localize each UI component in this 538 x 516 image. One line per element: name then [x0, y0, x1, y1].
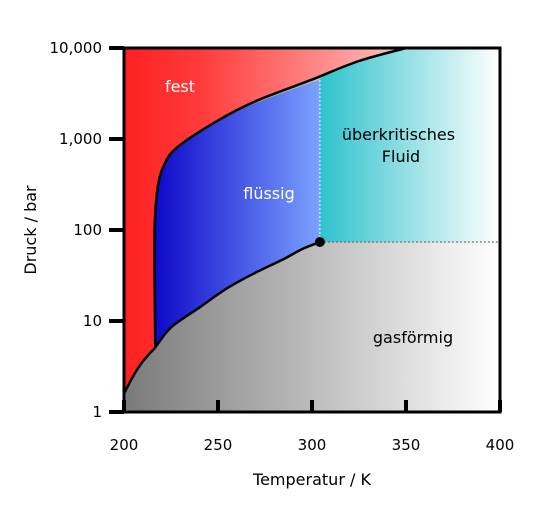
y-tick-label: 10 — [83, 312, 102, 330]
solid-region — [124, 48, 500, 394]
y-axis-label: Druck / bar — [21, 185, 40, 275]
liquid-region — [154, 79, 320, 348]
region-label-gas: gasförmig — [373, 328, 453, 347]
x-tick-label: 250 — [204, 436, 233, 454]
melting-curve — [153, 48, 407, 348]
y-tick-label: 1 — [92, 403, 102, 421]
supercritical-label-line-1: überkritisches — [342, 125, 455, 144]
y-axis-ticks: 1 10 100 1,000 10,000 — [50, 39, 124, 421]
region-label-liquid: flüssig — [243, 184, 295, 203]
x-tick-label: 200 — [110, 436, 139, 454]
critical-point-marker — [314, 237, 325, 248]
region-label-supercritical: überkritisches Fluid — [342, 125, 460, 166]
sublimation-curve — [124, 346, 157, 395]
y-tick-label: 1,000 — [59, 130, 102, 148]
y-tick-label: 10,000 — [50, 39, 103, 57]
vaporization-curve — [154, 240, 321, 349]
region-label-solid: fest — [165, 77, 195, 96]
x-axis-ticks: 200 250 300 350 400 — [110, 400, 515, 454]
y-tick-label: 100 — [73, 221, 102, 239]
supercritical-region — [319, 48, 500, 242]
x-tick-label: 400 — [486, 436, 515, 454]
x-tick-label: 350 — [392, 436, 421, 454]
supercritical-label-line-2: Fluid — [382, 147, 420, 166]
x-axis-label: Temperatur / K — [252, 470, 371, 489]
x-tick-label: 300 — [298, 436, 327, 454]
